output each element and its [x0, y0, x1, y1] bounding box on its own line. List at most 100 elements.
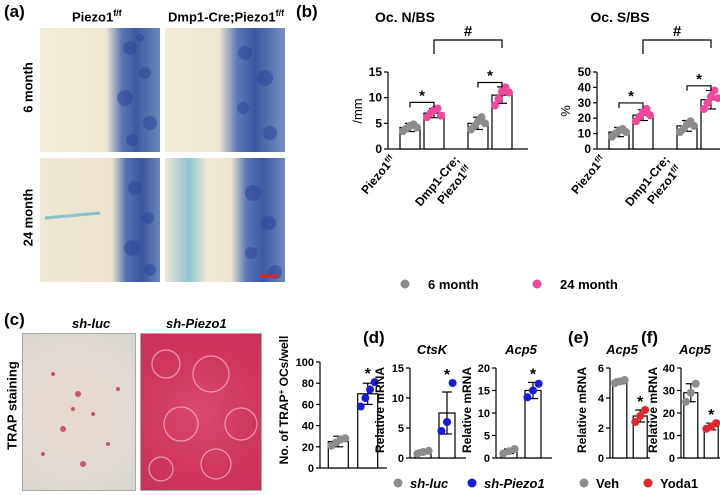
panel-d-label: (d): [363, 328, 385, 347]
legend-yoda1-marker: [643, 478, 653, 488]
b2-sig-star: *: [628, 88, 634, 105]
c-ytick-label: 20: [302, 442, 314, 454]
d2-sig-star: *: [530, 366, 537, 383]
b2-data-point: [690, 121, 698, 130]
trap-image-sh-luc: [22, 333, 136, 491]
histology-6m-ko: [165, 28, 285, 152]
d1-data-point: [443, 418, 451, 426]
b1-hash-bracket: [433, 39, 503, 54]
e-data-point: [631, 418, 640, 426]
f-sig-star: *: [708, 407, 715, 424]
panel-a-row2-label: 24 month: [20, 188, 36, 247]
panel-a-col2-title: Dmp1-Cre;Piezo1f/f: [168, 8, 285, 25]
b2-hash-label: #: [673, 23, 682, 40]
b2-sig-star: *: [696, 71, 702, 88]
b2-data-point: [710, 86, 719, 95]
b2-title: Oc. S/BS: [590, 9, 649, 25]
d2-ytick-label: 10: [478, 408, 490, 420]
trap-texture: [41, 372, 120, 467]
panel-f-chart: Acp5 Relative mRNA 0 10 20 30 40 *: [646, 342, 720, 465]
panel-a-col1-title: Piezo1f/f: [72, 8, 122, 25]
b1-sig-bracket: [409, 101, 435, 108]
c-data-point: [361, 394, 370, 403]
b2-ylabel: %: [558, 105, 573, 117]
b2-ytick-label: 20: [578, 111, 592, 125]
b2-data-point: [622, 128, 630, 137]
f-data-point: [681, 397, 690, 406]
c-ytick-label: 60: [302, 399, 314, 411]
legend-veh-marker: [579, 478, 589, 488]
panel-b-label: (b): [296, 2, 318, 21]
d2-ylabel: Relative mRNA: [460, 367, 474, 453]
b2-ytick-label: 10: [578, 127, 592, 141]
e-ytick-label: 4: [598, 393, 605, 405]
b2-ytick-label: 40: [578, 80, 592, 94]
b1-data-point: [413, 123, 421, 132]
b1-data-point: [494, 94, 503, 103]
c-plot: 0 20 40 60 80 100 *: [296, 357, 387, 475]
c-ytick-label: 40: [302, 421, 314, 433]
b2-data-point: [646, 111, 654, 120]
d2-ytick-label: 15: [478, 386, 490, 398]
legend-24m-label: 24 month: [560, 277, 618, 292]
b2-sig-bracket: [686, 85, 712, 91]
f-title: Acp5: [678, 342, 712, 357]
panel-a-row1-label: 6 month: [20, 62, 36, 113]
legend-sh-piezo1-marker: [467, 478, 477, 488]
b1-sig-star: *: [487, 67, 493, 84]
b2-data-point: [642, 104, 651, 113]
d2-data-point: [529, 386, 537, 395]
d2-ytick-label: 20: [478, 363, 490, 375]
d2-title: Acp5: [504, 342, 538, 357]
f-data-point: [712, 419, 720, 428]
b1-plot: 0 5 10 15 * * #: [369, 23, 528, 156]
d1-ytick-label: 10: [392, 393, 404, 405]
b1-data-point: [477, 113, 486, 122]
b2-data-point: [700, 104, 708, 113]
f-data-point: [686, 388, 695, 397]
b2-sig-bracket: [618, 102, 644, 108]
e-title: Acp5: [605, 342, 639, 357]
legend-ef: Veh Yoda1: [579, 476, 698, 491]
histology-texture: [245, 185, 282, 279]
e-ytick-label: 6: [598, 363, 604, 375]
e-data-point: [636, 412, 645, 420]
f-ytick-label: 0: [669, 453, 675, 465]
b2-ytick-label: 0: [584, 142, 591, 156]
e-plot: 0 2 4 6 *: [598, 363, 650, 465]
b2-hash-bracket: [642, 39, 712, 54]
panel-d-charts: CtsK Relative mRNA 0 5 10 15 * Acp5 Relative…: [373, 342, 552, 465]
c-ylabel: No. of TRAP+ OCs/well: [277, 336, 291, 465]
d1-ylabel: Relative mRNA: [373, 367, 387, 453]
panel-c-side-label: TRAP staining: [4, 361, 20, 450]
f-ytick-label: 20: [663, 408, 675, 420]
trap-image-sh-piezo1: [140, 333, 262, 491]
b2-data-point: [714, 94, 720, 103]
b1-sig-bracket: [477, 81, 503, 88]
b2-data-point: [707, 92, 715, 101]
histology-24m-control: [40, 158, 160, 282]
c-data-point: [370, 378, 379, 387]
panel-c-chart: No. of TRAP+ OCs/well 0 20 40 60 80 100 *: [277, 336, 387, 475]
panel-c-img2-title: sh-Piezo1: [166, 316, 227, 331]
panel-a-label: (a): [4, 2, 25, 21]
c-data-point: [366, 385, 375, 394]
d1-sig-star: *: [444, 367, 451, 384]
f-plot: 0 10 20 30 40 *: [663, 363, 720, 465]
legend-sh-piezo1-label: sh-Piezo1: [484, 476, 545, 491]
panel-c-label: (c): [4, 310, 25, 329]
legend-6m-label: 6 month: [428, 277, 479, 292]
b1-title: Oc. N/BS: [375, 9, 435, 25]
b1-ytick-label: 0: [375, 142, 382, 156]
b2-ytick-label: 30: [578, 96, 592, 110]
b1-ytick-label: 10: [369, 91, 383, 105]
d2-data-point: [510, 445, 519, 453]
histology-texture: [117, 34, 157, 146]
e-ytick-label: 0: [598, 453, 604, 465]
b1-sig-star: *: [419, 87, 425, 104]
panel-c-img1-title: sh-luc: [72, 316, 111, 331]
histology-texture: [237, 46, 277, 140]
panel-e-chart: Acp5 Relative mRNA 0 2 4 6 *: [575, 342, 650, 465]
